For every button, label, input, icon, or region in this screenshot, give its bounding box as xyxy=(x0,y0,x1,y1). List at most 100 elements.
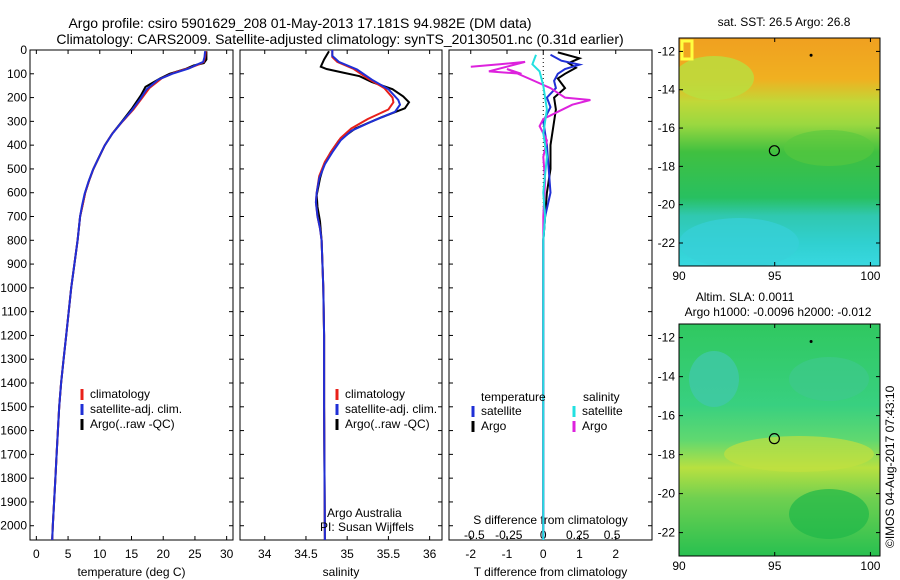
credit-org: Argo Australia xyxy=(327,506,402,520)
x-tick-label: 35 xyxy=(341,547,355,561)
map-y-tick-label: -20 xyxy=(658,487,676,501)
panel-frame xyxy=(239,49,443,541)
map-sla-title-2: Argo h1000: -0.0096 h2000: -0.012 xyxy=(685,305,872,319)
map-x-tick-label: 90 xyxy=(672,559,686,573)
panel-frame xyxy=(448,49,653,541)
map-y-tick-label: -20 xyxy=(658,198,676,212)
map-frame xyxy=(678,37,881,267)
series-argo-raw-qc- xyxy=(51,51,208,541)
map-y-tick-label: -16 xyxy=(658,121,676,135)
map-x-tick-label: 90 xyxy=(672,269,686,283)
map-x-tick-label: 100 xyxy=(860,269,880,283)
x-top-tick-label: -0.5 xyxy=(464,528,485,542)
map-x-tick-label: 100 xyxy=(860,559,880,573)
y-tick-label: 400 xyxy=(7,138,27,152)
panel-salinity: 34 34.5 35 35.5 36 salinity climatologysatelli… xyxy=(239,49,443,579)
field-blob xyxy=(789,357,869,401)
y-tick-label: 200 xyxy=(7,91,27,105)
series-satellite-adj-clim- xyxy=(314,50,402,541)
legend-label: Argo xyxy=(582,419,608,433)
field-blob xyxy=(724,436,874,472)
x-top-tick-label: 0.25 xyxy=(566,528,590,542)
x-tick-label: -1 xyxy=(502,547,513,561)
y-tick-label: 800 xyxy=(7,233,27,247)
y-tick-label: 1200 xyxy=(0,328,27,342)
y-tick-label: 1700 xyxy=(0,447,27,461)
y-tick-label: 1900 xyxy=(0,495,27,509)
x-axis-label: temperature (deg C) xyxy=(77,565,185,579)
map-y-tick-label: -18 xyxy=(658,159,676,173)
imos-stamp: ©IMOS 04-Aug-2017 07:43:10 xyxy=(883,385,897,548)
ref-point-marker xyxy=(809,53,813,57)
x-tick-label: 10 xyxy=(93,547,107,561)
x-tick-label: 5 xyxy=(65,547,72,561)
legend-label: Argo xyxy=(481,419,507,433)
y-tick-label: 1100 xyxy=(1,305,27,319)
ref-point-marker xyxy=(809,340,813,344)
map-y-tick-label: -22 xyxy=(658,526,676,540)
legend-label: Argo(..raw -QC) xyxy=(90,417,175,431)
map-sst: -12 -14 -16 -18 -20 -22 90 95 100 xyxy=(658,37,881,283)
y-tick-label: 1000 xyxy=(0,281,27,295)
x-tick-label: 1 xyxy=(576,547,583,561)
y-tick-label: 0 xyxy=(20,43,27,57)
x-tick-label: 25 xyxy=(188,547,202,561)
x-tick-label: 0 xyxy=(540,547,547,561)
map-y-tick-label: -18 xyxy=(658,448,676,462)
panel-difference: -2 -1 0 1 2 T difference from climatology S di… xyxy=(448,49,653,579)
y-tick-label: 1500 xyxy=(0,400,27,414)
x-tick-label: 35.5 xyxy=(377,547,401,561)
x-tick-label: 34.5 xyxy=(294,547,318,561)
y-tick-label: 900 xyxy=(7,257,27,271)
land-mask xyxy=(680,39,694,61)
legend-head-salinity: salinity xyxy=(583,390,620,404)
map-sla-title-1: Altim. SLA: 0.0011 xyxy=(696,290,795,304)
y-tick-label: 600 xyxy=(7,186,27,200)
y-tick-label: 300 xyxy=(7,114,27,128)
series-temperature-argo xyxy=(542,51,583,540)
title-line-1: Argo profile: csiro 5901629_208 01-May-2… xyxy=(68,15,531,31)
panel-frame xyxy=(29,49,234,541)
x-axis-label-top: S difference from climatology xyxy=(473,513,628,527)
legend-label: satellite-adj. clim. xyxy=(345,402,437,416)
y-tick-label: 100 xyxy=(7,67,27,81)
x-axis-label: T difference from climatology xyxy=(474,565,628,579)
series-satellite-adj-clim- xyxy=(51,51,207,541)
argo-float-marker xyxy=(768,145,780,157)
x-tick-label: 34 xyxy=(258,547,272,561)
field-blob xyxy=(784,130,874,166)
map-y-tick-label: -12 xyxy=(658,44,676,58)
x-tick-label: 30 xyxy=(220,547,234,561)
x-tick-label: 20 xyxy=(157,547,171,561)
credit-pi: PI: Susan Wijffels xyxy=(320,520,414,534)
title-line-2: Climatology: CARS2009. Satellite-adjuste… xyxy=(56,31,623,47)
x-tick-label: -2 xyxy=(465,547,476,561)
series-climatology xyxy=(51,51,207,541)
map-y-tick-label: -14 xyxy=(658,83,676,97)
legend-label: climatology xyxy=(90,387,150,401)
legend-label: Argo(..raw -QC) xyxy=(345,417,430,431)
y-tick-label: 1300 xyxy=(0,352,27,366)
y-tick-label: 700 xyxy=(7,210,27,224)
x-axis-label: salinity xyxy=(323,565,360,579)
field-blob xyxy=(679,218,799,266)
map-y-tick-label: -12 xyxy=(658,331,676,345)
legend-label: climatology xyxy=(345,387,405,401)
x-top-tick-label: -0.25 xyxy=(495,528,523,542)
map-y-tick-label: -14 xyxy=(658,370,676,384)
field-blob xyxy=(679,56,754,100)
x-top-tick-label: 0.5 xyxy=(604,528,621,542)
argo-float-marker xyxy=(768,433,780,445)
y-tick-label: 1400 xyxy=(0,376,27,390)
series-salinity-argo xyxy=(470,60,591,540)
x-tick-label: 15 xyxy=(125,547,139,561)
map-sst-title: sat. SST: 26.5 Argo: 26.8 xyxy=(718,15,851,29)
panel-temperature: 0100200300400500600700800900100011001200… xyxy=(0,43,233,579)
y-tick-label: 2000 xyxy=(0,519,27,533)
map-x-tick-label: 95 xyxy=(768,559,782,573)
legend-label: satellite xyxy=(481,404,522,418)
x-tick-label: 0 xyxy=(33,547,40,561)
x-tick-label: 2 xyxy=(612,547,619,561)
field-blob xyxy=(689,351,739,407)
